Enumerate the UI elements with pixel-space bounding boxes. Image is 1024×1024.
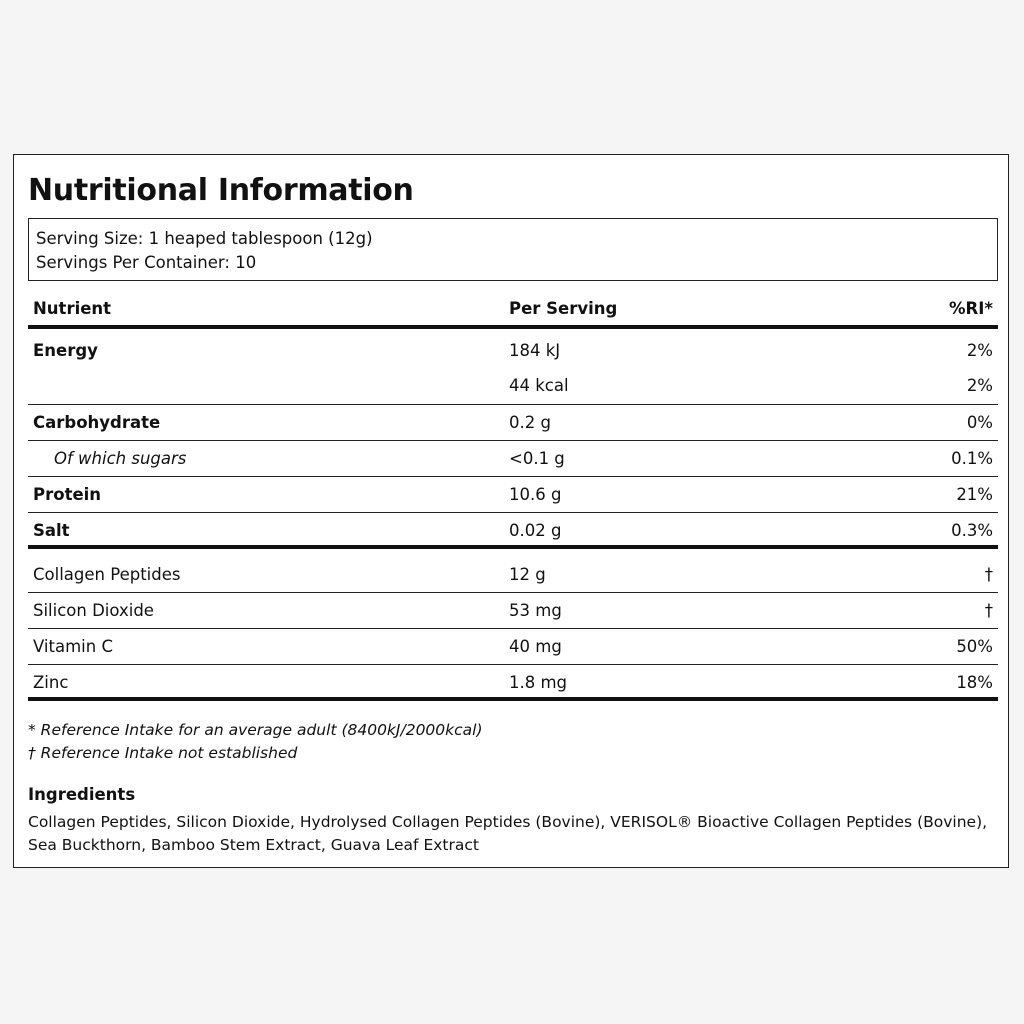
per-serving-value: 12 g <box>509 565 546 584</box>
ri-value: 2% <box>966 341 993 360</box>
ri-value: 0.1% <box>951 449 993 468</box>
nutrient-name: Zinc <box>33 673 69 692</box>
per-serving-value: 0.2 g <box>509 413 551 432</box>
table-header-row: Nutrient Per Serving %RI* <box>28 291 998 329</box>
nutrition-table: Nutrient Per Serving %RI* Energy 184 kJ … <box>28 291 998 701</box>
nutrient-name: Vitamin C <box>33 637 113 656</box>
nutrient-name: Energy <box>33 341 98 360</box>
per-serving-value: 44 kcal <box>509 376 569 395</box>
ri-value: 0.3% <box>951 521 993 540</box>
page-title: Nutritional Information <box>28 173 414 208</box>
serving-info-box: Serving Size: 1 heaped tablespoon (12g) … <box>28 218 998 281</box>
table-row-salt: Salt 0.02 g 0.3% <box>28 513 998 549</box>
per-serving-value: 0.02 g <box>509 521 562 540</box>
table-row-silicon-dioxide: Silicon Dioxide 53 mg † <box>28 593 998 629</box>
nutrient-name: Silicon Dioxide <box>33 601 154 620</box>
header-ri: %RI* <box>948 299 993 318</box>
ri-value: 2% <box>966 376 993 395</box>
nutrient-name: Salt <box>33 521 70 540</box>
per-serving-value: 53 mg <box>509 601 562 620</box>
header-per-serving: Per Serving <box>509 299 618 318</box>
ri-value: 21% <box>956 485 993 504</box>
serving-size: Serving Size: 1 heaped tablespoon (12g) <box>36 229 373 248</box>
ri-value: 50% <box>956 637 993 656</box>
table-row-sugars: Of which sugars <0.1 g 0.1% <box>28 441 998 477</box>
footnote-reference-intake: * Reference Intake for an average adult … <box>28 721 483 739</box>
per-serving-value: 184 kJ <box>509 341 561 360</box>
nutrition-panel: Nutritional Information Serving Size: 1 … <box>13 154 1009 868</box>
ri-value: 0% <box>966 413 993 432</box>
nutrient-name: Protein <box>33 485 102 504</box>
table-row-carbohydrate: Carbohydrate 0.2 g 0% <box>28 405 998 441</box>
nutrient-name: Of which sugars <box>54 449 187 468</box>
table-row-energy-kcal: 44 kcal 2% <box>28 371 998 405</box>
table-row-protein: Protein 10.6 g 21% <box>28 477 998 513</box>
ingredients-text: Collagen Peptides, Silicon Dioxide, Hydr… <box>28 813 988 854</box>
table-row-energy-kj: Energy 184 kJ 2% <box>28 329 998 371</box>
table-row-collagen-peptides: Collagen Peptides 12 g † <box>28 549 998 593</box>
ingredients-title: Ingredients <box>28 785 136 804</box>
nutrient-name: Carbohydrate <box>33 413 161 432</box>
ri-value: † <box>984 565 993 584</box>
footnotes: * Reference Intake for an average adult … <box>28 719 483 765</box>
footnote-not-established: † Reference Intake not established <box>28 744 298 762</box>
per-serving-value: 40 mg <box>509 637 562 656</box>
table-row-zinc: Zinc 1.8 mg 18% <box>28 665 998 701</box>
servings-per-container: Servings Per Container: 10 <box>36 253 257 272</box>
ri-value: 18% <box>956 673 993 692</box>
table-row-vitamin-c: Vitamin C 40 mg 50% <box>28 629 998 665</box>
ri-value: † <box>984 601 993 620</box>
per-serving-value: <0.1 g <box>509 449 565 468</box>
header-nutrient: Nutrient <box>33 299 112 318</box>
per-serving-value: 1.8 mg <box>509 673 568 692</box>
per-serving-value: 10.6 g <box>509 485 562 504</box>
nutrient-name: Collagen Peptides <box>33 565 181 584</box>
